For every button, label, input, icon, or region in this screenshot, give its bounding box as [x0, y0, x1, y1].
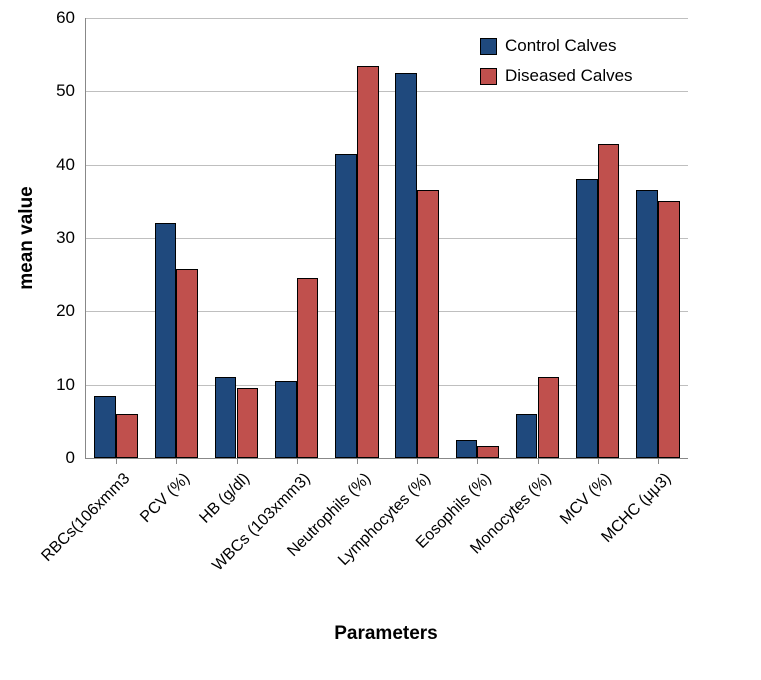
x-tick-mark	[297, 458, 298, 464]
bar	[297, 278, 319, 458]
x-tick-mark	[176, 458, 177, 464]
legend-swatch-control	[480, 38, 497, 55]
bar	[94, 396, 116, 458]
legend: Control Calves Diseased Calves	[480, 36, 633, 96]
bar	[215, 377, 237, 458]
bar	[275, 381, 297, 458]
bar	[155, 223, 177, 458]
bar	[335, 154, 357, 458]
x-tick-mark	[116, 458, 117, 464]
bar	[176, 269, 198, 458]
bar	[477, 446, 499, 458]
bar	[516, 414, 538, 458]
gridline	[86, 18, 688, 19]
category-label: MCV (%)	[557, 470, 616, 529]
y-tick-label: 50	[35, 81, 75, 101]
bar	[116, 414, 138, 458]
legend-label: Control Calves	[505, 36, 617, 56]
legend-label: Diseased Calves	[505, 66, 633, 86]
bar	[357, 66, 379, 458]
bar	[598, 144, 620, 458]
bar	[395, 73, 417, 458]
category-label: HB (g/dl)	[197, 470, 254, 527]
legend-item: Control Calves	[480, 36, 633, 56]
category-label: PCV (%)	[137, 470, 194, 527]
y-tick-label: 30	[35, 228, 75, 248]
category-label: RBCs(106xmm3	[38, 470, 134, 566]
x-tick-mark	[598, 458, 599, 464]
x-axis-label: Parameters	[334, 623, 438, 645]
chart-container: mean value Parameters Control Calves Dis…	[0, 0, 761, 680]
y-tick-label: 10	[35, 375, 75, 395]
bar	[636, 190, 658, 458]
x-tick-mark	[237, 458, 238, 464]
bar	[576, 179, 598, 458]
legend-item: Diseased Calves	[480, 66, 633, 86]
x-tick-mark	[538, 458, 539, 464]
y-tick-label: 20	[35, 301, 75, 321]
y-tick-label: 60	[35, 8, 75, 28]
y-tick-label: 40	[35, 155, 75, 175]
bar	[237, 388, 259, 458]
x-tick-mark	[477, 458, 478, 464]
y-tick-label: 0	[35, 448, 75, 468]
bar	[538, 377, 560, 458]
legend-swatch-diseased	[480, 68, 497, 85]
bar	[417, 190, 439, 458]
x-tick-mark	[417, 458, 418, 464]
bar	[658, 201, 680, 458]
x-tick-mark	[357, 458, 358, 464]
bar	[456, 440, 478, 458]
x-tick-mark	[658, 458, 659, 464]
